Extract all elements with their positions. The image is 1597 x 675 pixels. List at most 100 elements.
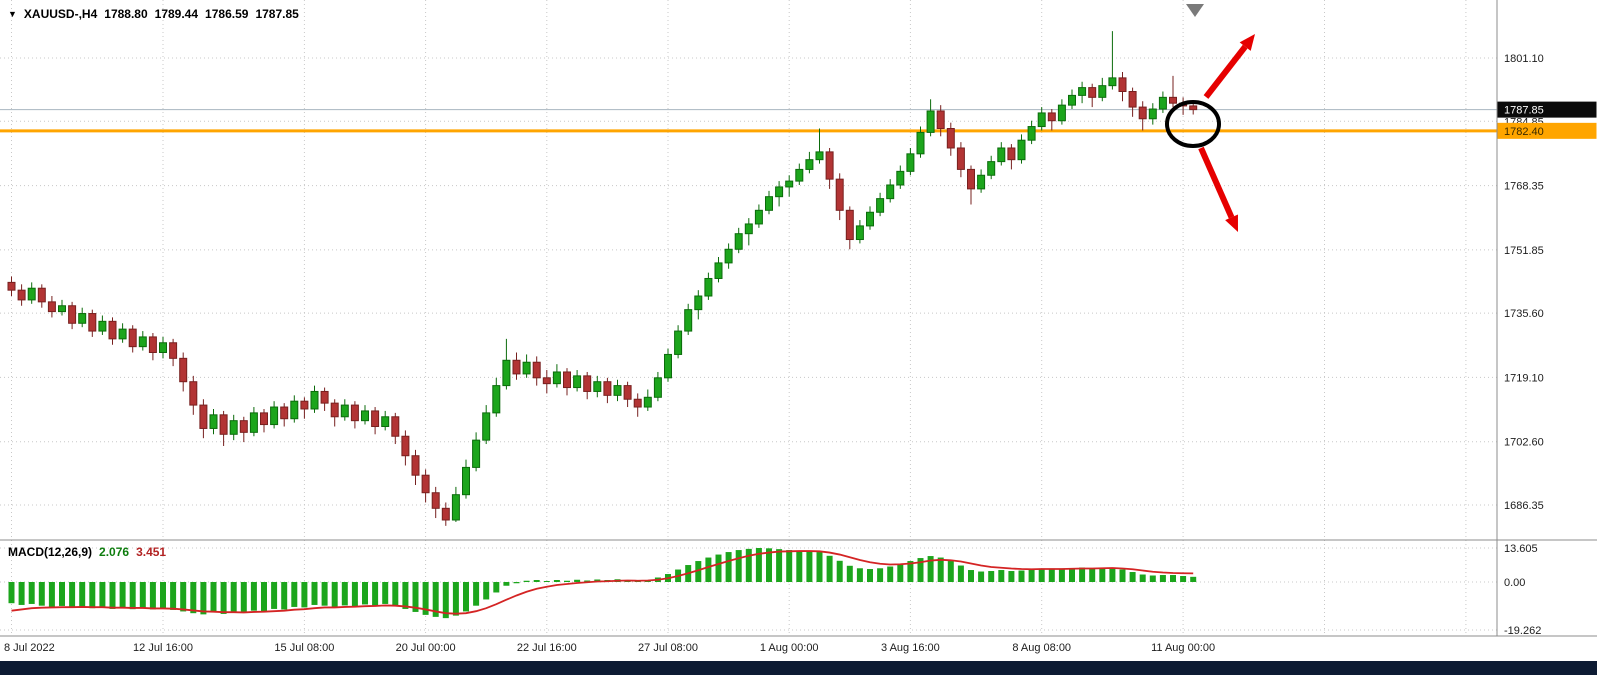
candle-body	[411, 455, 420, 476]
candle-body	[199, 404, 208, 429]
price-axis-label: 1686.35	[1504, 500, 1544, 512]
candle-body	[916, 131, 925, 155]
candle-body	[855, 225, 864, 241]
candle-body	[1098, 85, 1107, 98]
candle-body	[108, 320, 117, 340]
candle-body	[300, 400, 309, 410]
candle-body	[653, 377, 662, 398]
candle-body	[795, 168, 804, 182]
macd-pane[interactable]	[8, 548, 1197, 619]
arrow-down-annotation[interactable]	[1198, 146, 1235, 219]
candle-body	[118, 328, 127, 340]
price-pane[interactable]	[0, 31, 1497, 526]
candle-body	[47, 301, 56, 313]
candle-body	[552, 371, 561, 385]
candle-body	[775, 186, 784, 198]
candle-body	[825, 151, 834, 180]
arrow-up-annotation[interactable]	[1203, 44, 1248, 99]
ohlc-low: 1786.59	[205, 7, 249, 21]
candle-body	[1027, 126, 1036, 141]
arrow-up-annotation-head[interactable]	[1239, 34, 1255, 51]
candle-body	[88, 313, 97, 332]
current-price-badge-label: 1787.85	[1504, 105, 1544, 117]
candle-body	[593, 381, 602, 392]
candle-body	[1007, 147, 1016, 161]
time-axis-label: 8 Aug 08:00	[1012, 642, 1071, 654]
candle-body	[1128, 91, 1137, 108]
candle-body	[270, 406, 279, 426]
candle-body	[1148, 108, 1157, 120]
candle-body	[138, 336, 147, 348]
candle-body	[361, 410, 369, 422]
ohlc-close: 1787.85	[255, 7, 299, 21]
candle-body	[441, 507, 450, 521]
candle-body	[866, 211, 874, 227]
candle-body	[1017, 139, 1026, 161]
candle-body	[946, 128, 955, 149]
candle-body	[805, 159, 814, 170]
macd-axis-label: -19.262	[1504, 625, 1541, 637]
candle-body	[987, 161, 996, 176]
price-axis-label: 1751.85	[1504, 245, 1544, 257]
candle-body	[58, 305, 66, 313]
time-axis-label: 12 Jul 16:00	[133, 642, 193, 654]
candle-body	[1138, 106, 1147, 120]
candle-body	[1037, 112, 1046, 128]
candle-body	[664, 353, 672, 379]
candle-body	[219, 414, 228, 435]
candle-body	[17, 289, 26, 301]
hline-price-badge-label: 1782.40	[1504, 126, 1544, 138]
price-axis-label: 1768.35	[1504, 181, 1544, 193]
time-axis-label: 11 Aug 00:00	[1151, 642, 1215, 654]
candle-body	[684, 309, 693, 332]
candle-body	[239, 420, 248, 433]
indicator-signal-value: 3.451	[136, 545, 167, 559]
macd-axis-label: 13.605	[1504, 543, 1538, 555]
candle-body	[37, 287, 46, 303]
symbol-dropdown-icon[interactable]: ▼	[8, 9, 17, 19]
price-axis-label: 1702.60	[1504, 437, 1544, 449]
candle-body	[754, 209, 763, 225]
ohlc-open: 1788.80	[104, 7, 148, 21]
candle-body	[159, 342, 167, 353]
candle-body	[371, 410, 380, 428]
candle-body	[401, 435, 410, 457]
circle-annotation[interactable]	[1165, 100, 1221, 148]
macd-signal-line	[11, 550, 1194, 615]
candle-body	[492, 385, 501, 414]
candle-body	[421, 474, 430, 494]
candle-body	[472, 439, 481, 468]
candle-body	[765, 196, 773, 211]
arrow-down-annotation-head[interactable]	[1225, 214, 1238, 232]
candle-body	[704, 277, 713, 297]
candle-body	[613, 385, 622, 396]
time-axis-label: 15 Jul 08:00	[274, 642, 334, 654]
candle-body	[209, 414, 218, 429]
price-axis-label: 1801.10	[1504, 53, 1544, 65]
candle-body	[431, 492, 440, 509]
price-axis[interactable]: 1801.101784.851768.351751.851735.601719.…	[0, 0, 1597, 637]
annotation-layer[interactable]	[1165, 4, 1255, 232]
candle-body	[1088, 87, 1097, 98]
indicator-name: MACD(12,26,9)	[8, 545, 93, 559]
time-axis-label: 3 Aug 16:00	[881, 642, 940, 654]
candle-body	[886, 184, 895, 200]
candle-body	[633, 398, 642, 408]
candle-body	[876, 198, 885, 213]
price-axis-label: 1719.10	[1504, 372, 1544, 384]
candle-body	[936, 110, 945, 130]
candle-body	[27, 287, 36, 301]
candle-body	[78, 313, 87, 324]
candle-body	[462, 466, 470, 496]
candle-body	[997, 147, 1006, 163]
candle-body	[1108, 77, 1117, 87]
candle-body	[522, 361, 531, 375]
candle-body	[68, 305, 77, 324]
candle-body	[956, 147, 965, 170]
indicator-label: MACD(12,26,9) 2.076 3.451	[8, 545, 166, 559]
candle-body	[1169, 96, 1177, 104]
time-axis[interactable]: 8 Jul 2022 12 Jul 16:00 15 Jul 08:00 20 Jul…	[0, 642, 1597, 675]
candle-body	[391, 416, 400, 437]
scroll-marker-icon[interactable]	[1186, 4, 1204, 17]
